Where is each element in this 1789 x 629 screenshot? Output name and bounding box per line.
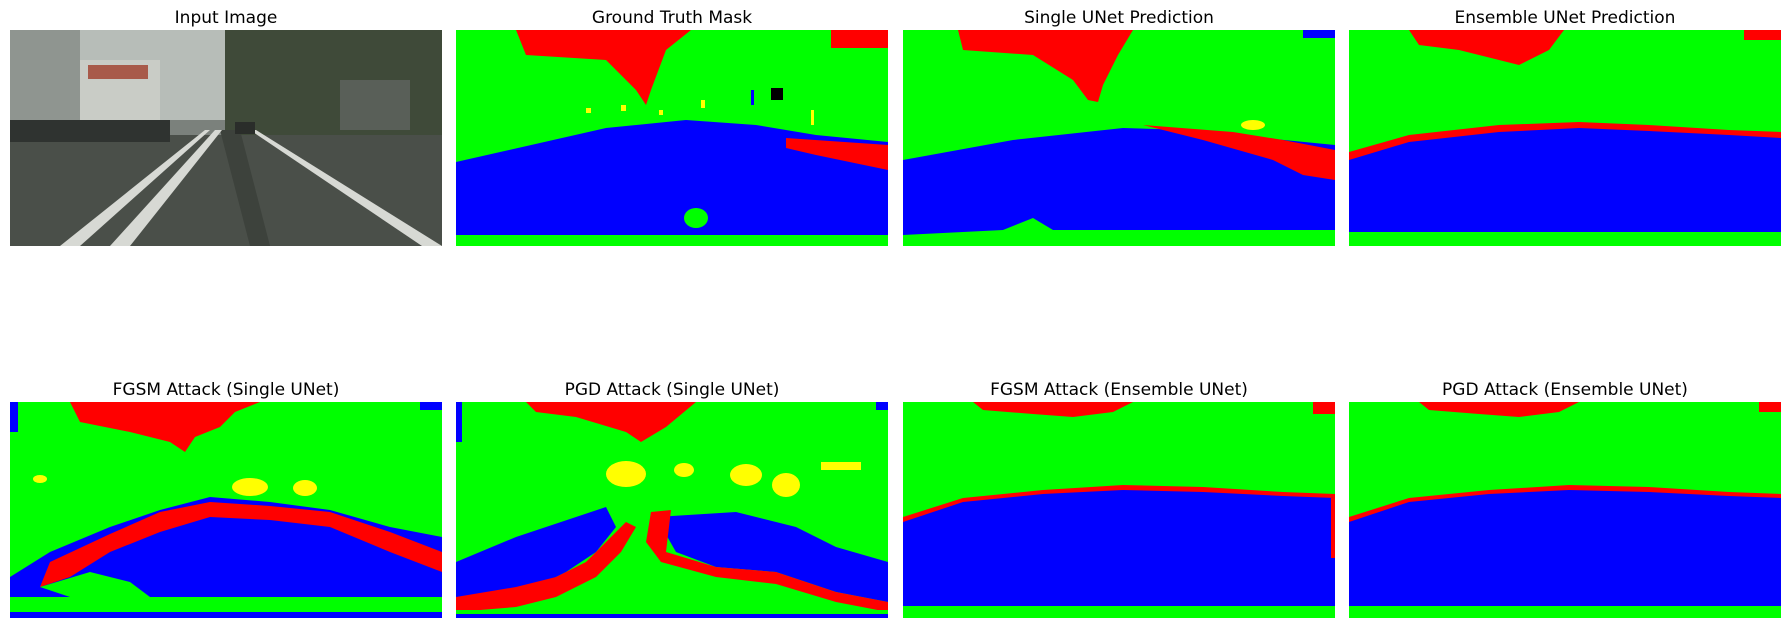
single-unet-prediction-mask bbox=[903, 30, 1335, 246]
panel-title: Ensemble UNet Prediction bbox=[1454, 8, 1676, 28]
panel-title: PGD Attack (Ensemble UNet) bbox=[1442, 380, 1688, 400]
pgd-ensemble-unet-mask bbox=[1349, 402, 1781, 618]
panel-title: Input Image bbox=[174, 8, 278, 28]
pgd-single-unet-mask bbox=[456, 402, 888, 618]
panel-title: FGSM Attack (Ensemble UNet) bbox=[990, 380, 1248, 400]
input-image bbox=[10, 30, 442, 246]
ensemble-unet-prediction-mask bbox=[1349, 30, 1781, 246]
panel-title: Ground Truth Mask bbox=[591, 8, 753, 28]
ground-truth-mask bbox=[456, 30, 888, 246]
fgsm-single-unet-mask bbox=[10, 402, 442, 618]
panel-title: FGSM Attack (Single UNet) bbox=[112, 380, 340, 400]
fgsm-ensemble-unet-mask bbox=[903, 402, 1335, 618]
panel-title: Single UNet Prediction bbox=[1024, 8, 1214, 28]
panel-title: PGD Attack (Single UNet) bbox=[564, 380, 780, 400]
